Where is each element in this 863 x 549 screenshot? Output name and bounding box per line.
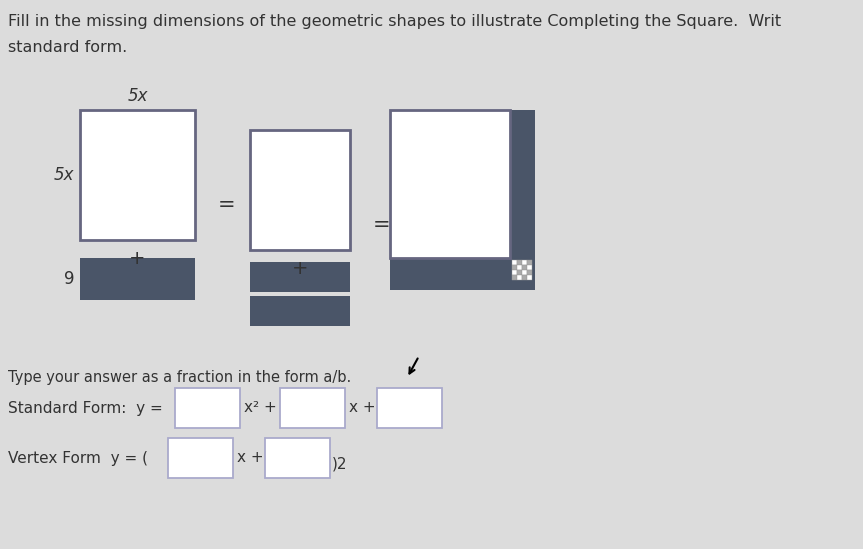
- Text: 9: 9: [64, 270, 74, 288]
- Bar: [522, 260, 527, 265]
- Text: Type your answer as a fraction in the form a/b.: Type your answer as a fraction in the fo…: [8, 370, 351, 385]
- Bar: [527, 270, 532, 275]
- Bar: [250, 130, 350, 250]
- Bar: [517, 275, 522, 280]
- Bar: [80, 110, 195, 240]
- Bar: [512, 265, 517, 270]
- Bar: [390, 110, 510, 258]
- Bar: [377, 388, 442, 428]
- Text: standard form.: standard form.: [8, 40, 127, 55]
- Text: =: =: [218, 195, 236, 215]
- Bar: [517, 270, 522, 275]
- Text: Standard Form:  y =: Standard Form: y =: [8, 401, 163, 416]
- Bar: [250, 262, 350, 292]
- Bar: [175, 388, 240, 428]
- Bar: [512, 260, 517, 265]
- Bar: [522, 275, 527, 280]
- Bar: [522, 270, 527, 275]
- Bar: [512, 275, 517, 280]
- Text: 5x: 5x: [54, 166, 74, 184]
- Bar: [80, 258, 195, 300]
- Text: 5x: 5x: [127, 87, 148, 105]
- Text: x +: x +: [349, 401, 375, 416]
- Bar: [168, 438, 233, 478]
- Text: )2: )2: [332, 457, 348, 472]
- Bar: [265, 438, 330, 478]
- Text: Vertex Form  y = (: Vertex Form y = (: [8, 451, 148, 466]
- Text: +: +: [129, 249, 146, 267]
- Text: =: =: [373, 215, 391, 235]
- Bar: [527, 260, 532, 265]
- Bar: [390, 110, 535, 290]
- Text: 25: 25: [198, 401, 217, 416]
- Bar: [250, 296, 350, 326]
- Text: +: +: [292, 259, 308, 277]
- Bar: [517, 265, 522, 270]
- Bar: [517, 260, 522, 265]
- Bar: [522, 265, 527, 270]
- Text: x +: x +: [237, 451, 263, 466]
- Bar: [527, 275, 532, 280]
- Text: x² +: x² +: [244, 401, 277, 416]
- Bar: [527, 265, 532, 270]
- Bar: [512, 270, 517, 275]
- Bar: [280, 388, 345, 428]
- Text: Fill in the missing dimensions of the geometric shapes to illustrate Completing : Fill in the missing dimensions of the ge…: [8, 14, 781, 29]
